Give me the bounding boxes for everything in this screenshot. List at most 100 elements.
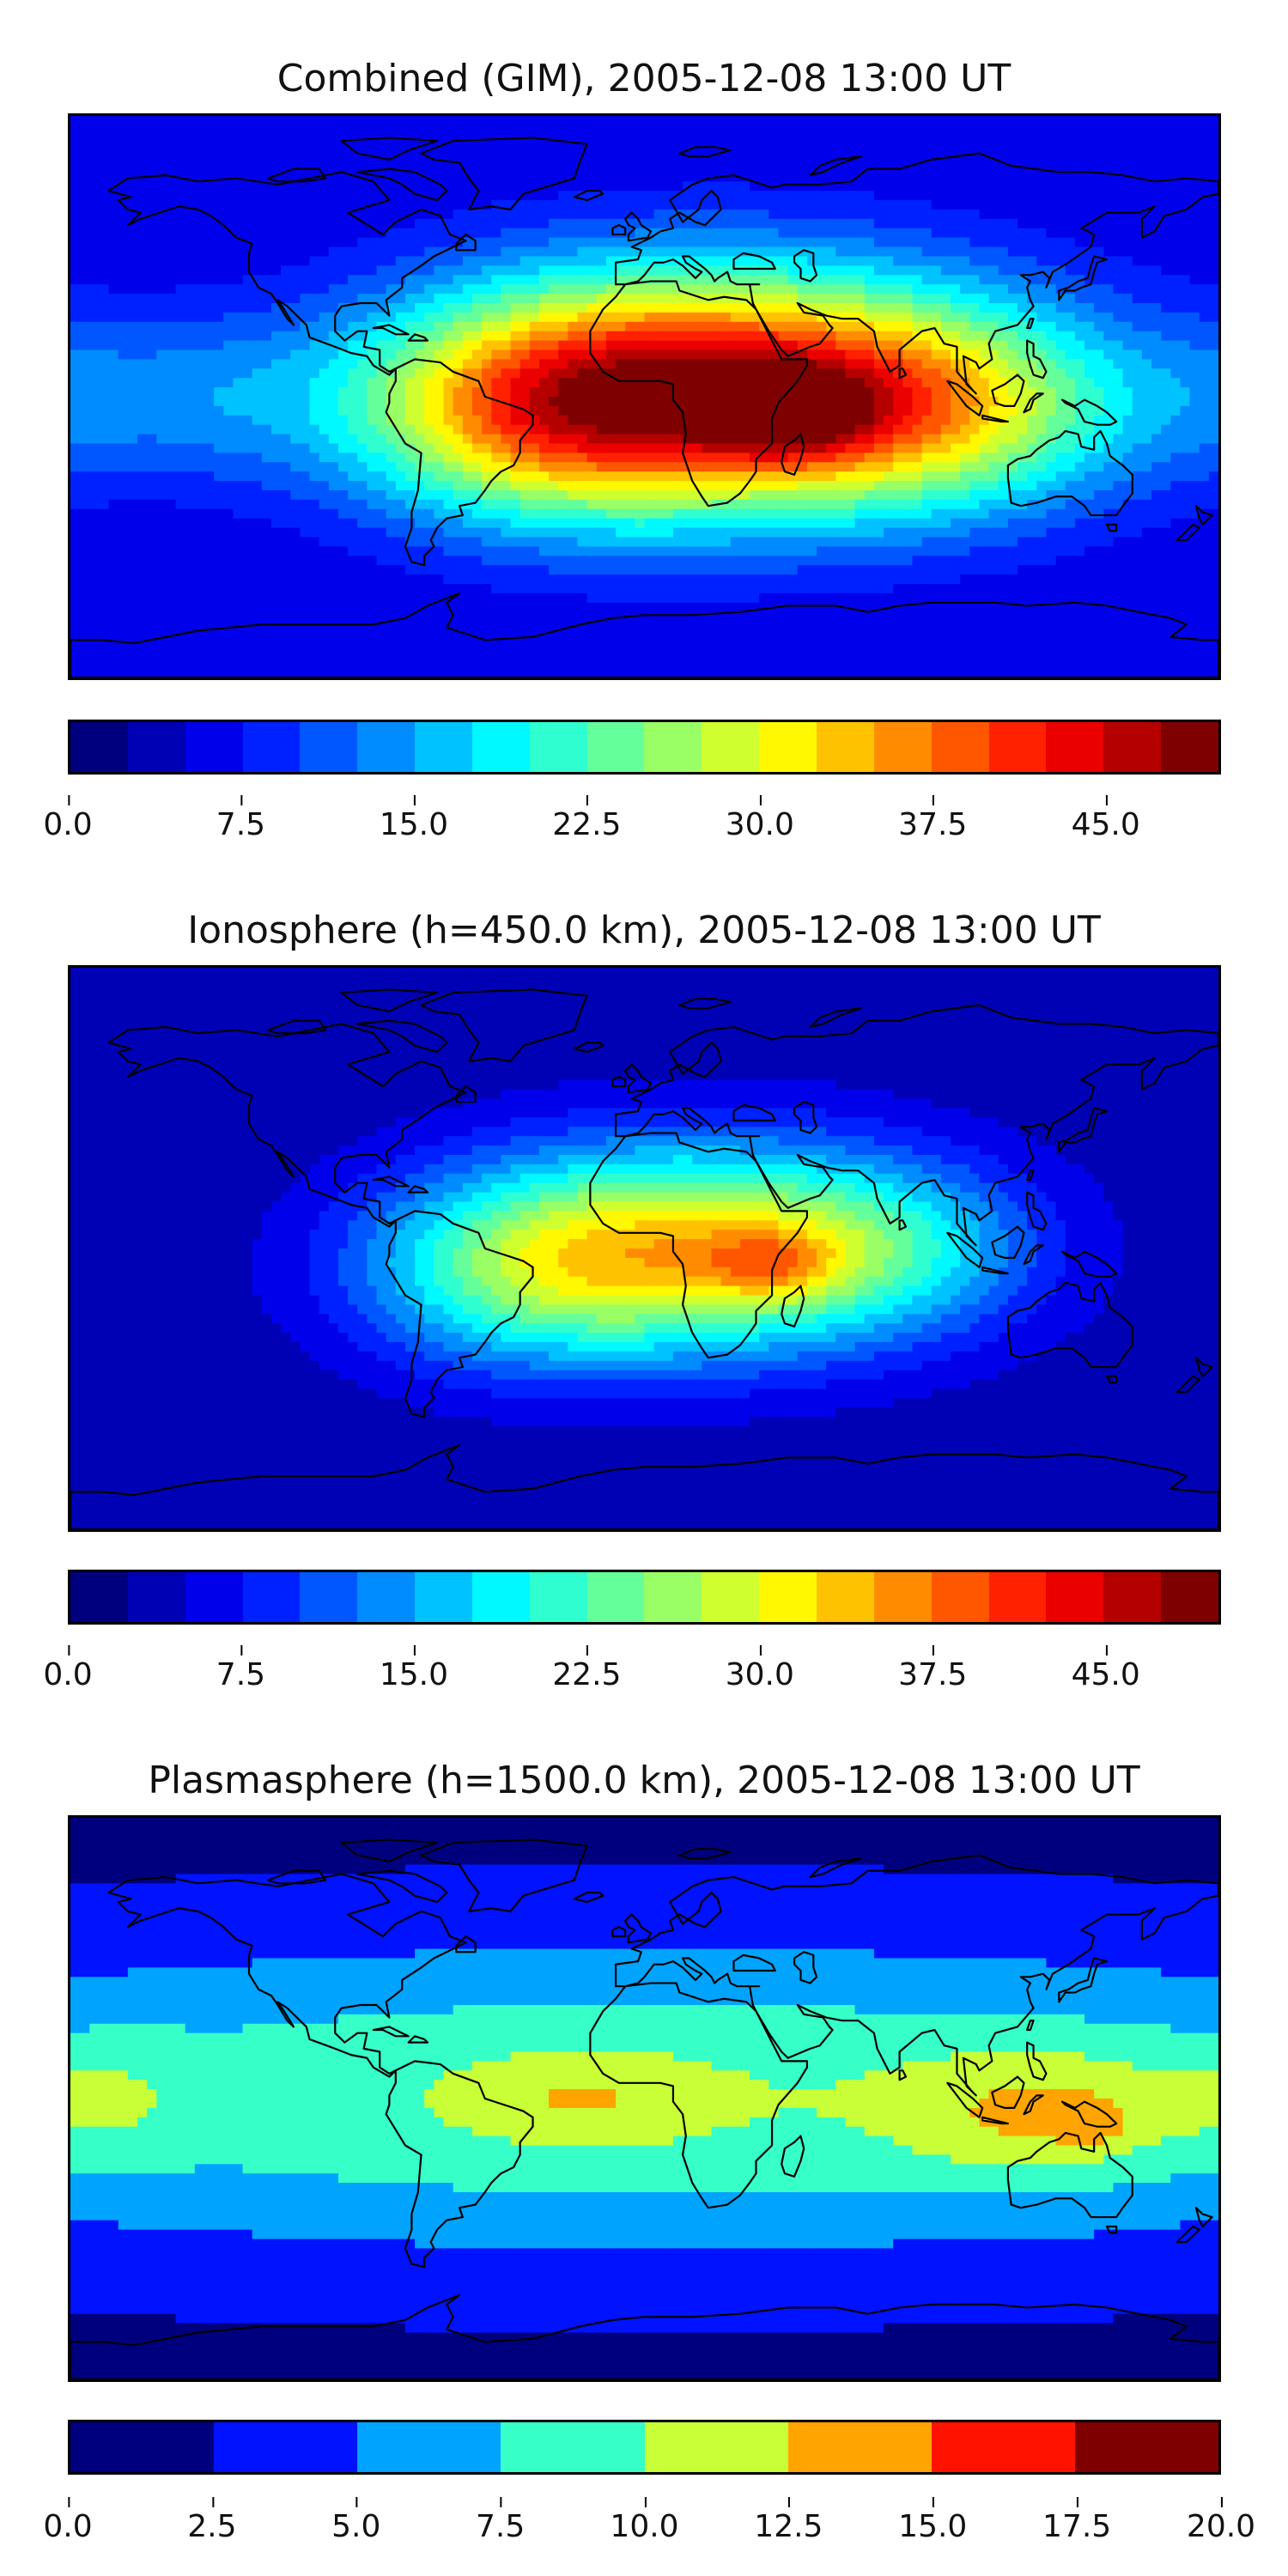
heat-cell [252,143,263,155]
heat-cell [434,434,445,445]
heat-cell [319,331,330,342]
heat-cell [137,443,148,453]
heat-cell [1027,134,1037,145]
heat-cell [711,405,722,416]
heat-cell [453,387,464,398]
heat-cell [577,462,588,472]
heat-cell [884,237,894,248]
heat-cell [577,246,588,258]
heat-cell [1074,415,1085,426]
heat-cell [376,143,387,155]
heat-cell [519,162,531,173]
heat-cell [672,218,683,229]
heat-cell [616,490,626,501]
heat-cell [1170,321,1181,332]
heat-cell [1055,397,1066,407]
heat-cell [137,237,148,248]
heat-cell [491,294,501,304]
heat-cell [462,415,473,426]
heat-cell [806,228,817,239]
heat-cell [558,228,568,239]
heat-cell [395,462,406,472]
heat-cell [348,453,358,463]
heat-cell [309,181,320,191]
heat-cell [281,340,291,351]
heat-cell [940,481,951,491]
heat-cell [1180,218,1191,229]
heat-cell [270,200,282,210]
heat-cell [854,434,866,445]
heat-cell [845,246,856,258]
heat-cell [683,162,693,173]
heat-cell [415,181,425,191]
heat-cell [769,434,780,445]
heat-cell [663,153,674,164]
heat-cell [787,312,799,323]
heat-cell [156,172,167,182]
heat-cell [577,331,588,342]
heat-cell [519,125,531,136]
heat-cell [769,153,780,164]
heat-cell [1074,462,1085,472]
heat-cell [367,237,378,248]
heat-cell [912,481,923,491]
heat-cell [147,415,157,426]
heat-cell [108,256,119,266]
heat-cell [1170,143,1181,155]
heat-cell [711,246,722,258]
heat-cell [635,359,646,369]
heat-cell [1189,434,1200,445]
heat-cell [778,387,789,398]
heat-cell [817,340,827,351]
heat-cell [616,349,626,360]
heat-cell [1103,256,1114,266]
heat-cell [969,275,981,285]
heat-cell [415,256,425,266]
heat-cell [491,246,501,258]
heat-cell [702,303,713,313]
heat-cell [137,116,148,126]
heat-cell [127,405,138,416]
heat-cell [270,275,282,285]
heat-cell [960,349,970,360]
heat-cell [147,294,157,304]
heat-cell [156,397,167,407]
heat-cell [482,237,492,248]
heat-cell [1151,294,1162,304]
heat-cell [367,434,378,445]
heat-cell [921,181,933,191]
heat-cell [300,443,311,453]
heat-cell [873,162,884,173]
heat-cell [404,349,416,360]
heat-cell [864,284,875,295]
heat-cell [290,210,301,220]
heat-cell [616,434,626,445]
heat-cell [549,462,559,472]
heat-cell [845,453,856,463]
heat-cell [653,246,665,258]
heat-cell [1027,359,1037,369]
heat-cell [404,424,416,435]
heat-cell [845,228,856,239]
heat-cell [70,125,81,136]
heat-cell [434,191,445,201]
heat-cell [194,387,205,398]
heat-cell [108,172,119,182]
heat-cell [1189,481,1200,491]
heat-cell [653,490,665,501]
heat-cell [960,387,970,398]
heat-cell [415,443,425,453]
heat-cell [529,134,540,145]
heat-cell [367,125,378,136]
heat-cell [730,368,741,379]
heat-cell [443,191,454,201]
heat-cell [778,303,789,313]
heat-cell [453,294,464,304]
heat-cell [702,359,713,369]
heat-cell [108,210,119,220]
heat-cell [1113,284,1124,295]
heat-cell [99,143,110,155]
heat-cell [328,424,339,435]
heat-cell [854,368,866,379]
heat-cell [1132,191,1143,201]
